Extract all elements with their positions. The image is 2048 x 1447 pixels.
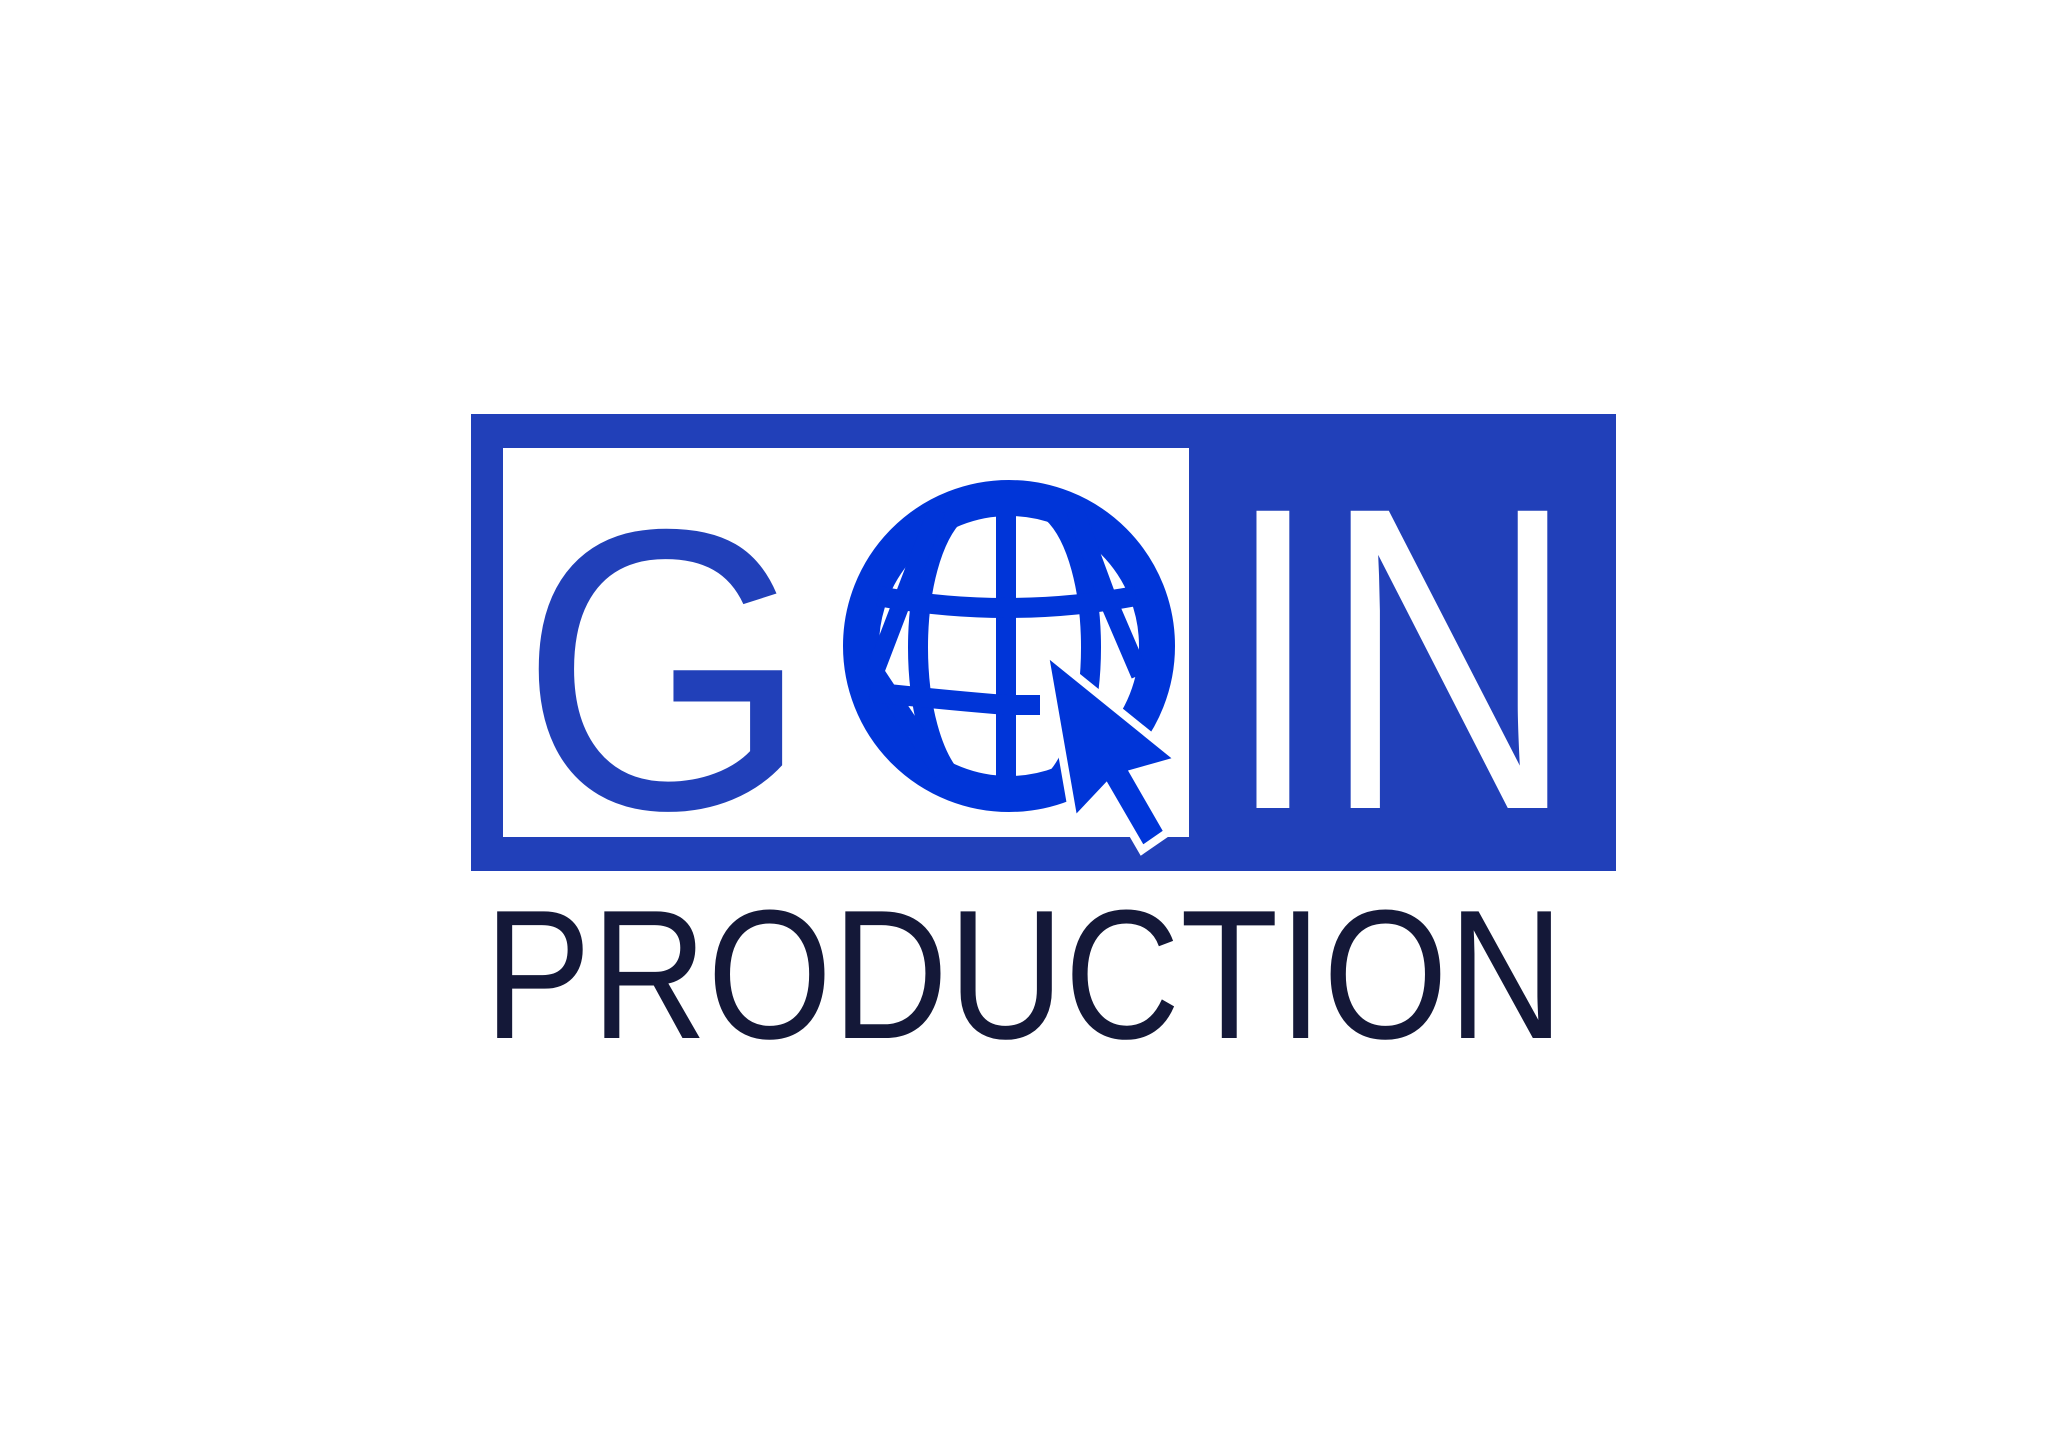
cursor-arrow-icon (1038, 640, 1189, 856)
globe-icon (843, 480, 1175, 812)
logo-tagline: PRODUCTION (484, 871, 1564, 1077)
logo-letters-in: IN (1224, 417, 1576, 900)
logo-letter-g: G (520, 446, 810, 893)
